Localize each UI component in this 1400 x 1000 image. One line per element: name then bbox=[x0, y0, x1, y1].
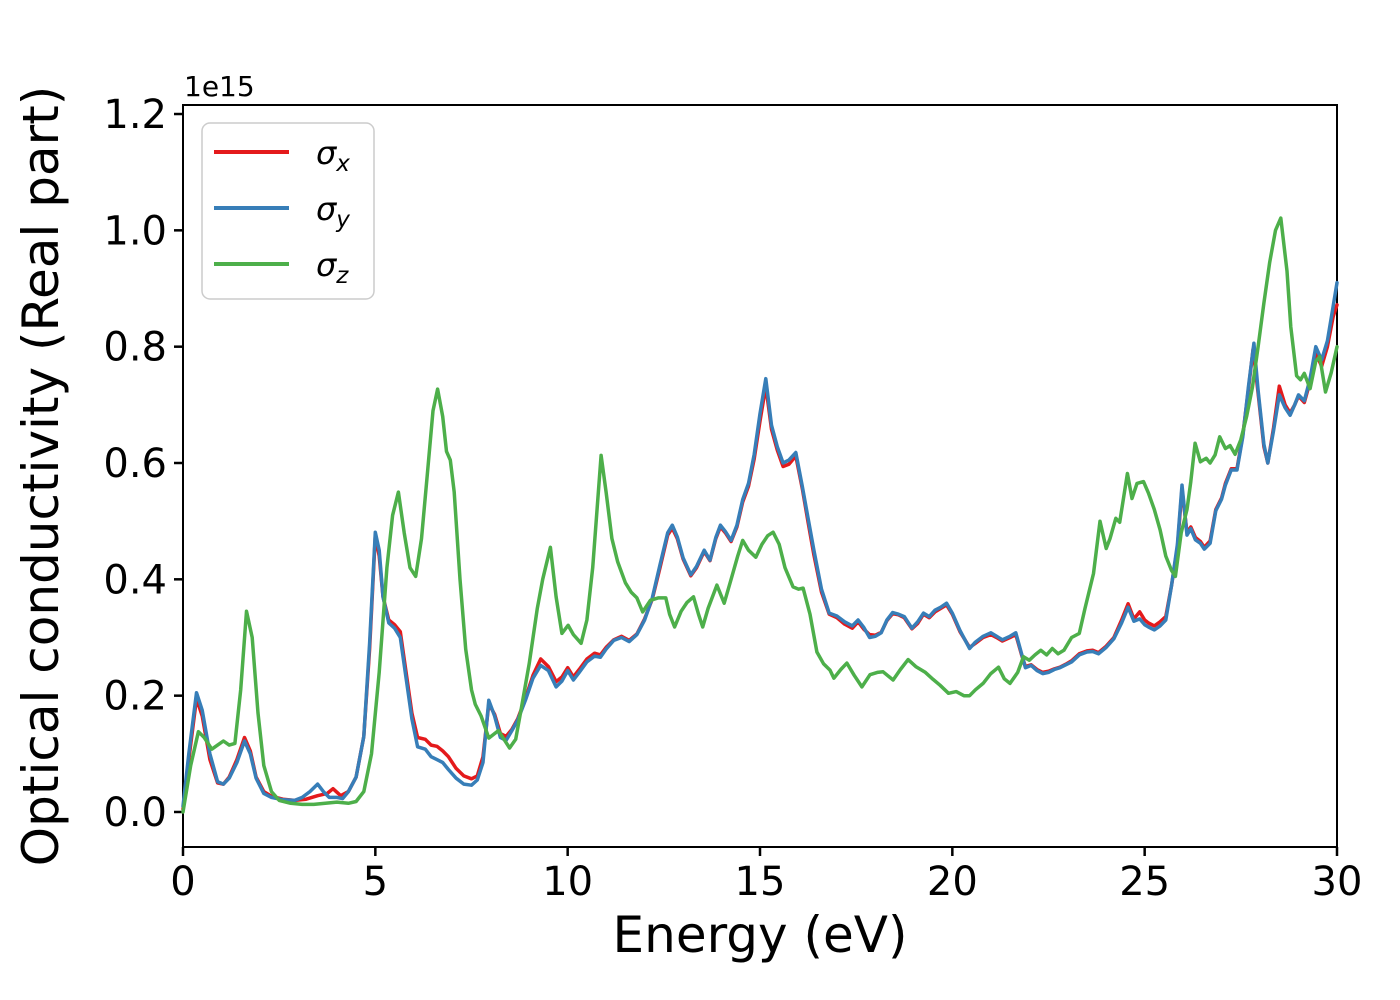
y-tick-label: 0.4 bbox=[103, 557, 167, 603]
x-tick-label: 20 bbox=[927, 859, 978, 905]
sigma_y-line bbox=[181, 280, 1339, 808]
y-tick-label: 0.8 bbox=[103, 325, 167, 371]
y-tick-label: 0.0 bbox=[103, 790, 167, 836]
legend-box bbox=[201, 122, 375, 300]
y-axis-label: Optical conductivity (Real part) bbox=[12, 86, 70, 867]
x-tick-label: 15 bbox=[735, 859, 786, 905]
sigma_x-legend-label: σx bbox=[316, 134, 350, 177]
x-tick-label: 25 bbox=[1119, 859, 1170, 905]
y-tick-label: 0.6 bbox=[103, 441, 167, 487]
y-axis-ticks: 0.0 0.2 0.4 0.6 0.8 1.0 1.2 bbox=[103, 92, 183, 836]
y-axis-offset-text: 1e15 bbox=[184, 70, 255, 103]
legend-entries: σx σy σz bbox=[214, 134, 350, 289]
sigma_y-legend-label: σy bbox=[316, 190, 350, 233]
y-tick-label: 0.2 bbox=[103, 674, 167, 720]
series-lines bbox=[181, 216, 1339, 814]
sigma_z-legend-label: σz bbox=[316, 246, 349, 289]
x-axis-ticks: 0 5 10 15 20 25 30 bbox=[170, 847, 1362, 905]
y-tick-label: 1.2 bbox=[103, 92, 167, 138]
sigma_z-line bbox=[181, 216, 1339, 814]
x-tick-label: 0 bbox=[170, 859, 195, 905]
legend: σx σy σz bbox=[201, 122, 375, 300]
sigma_x-line bbox=[181, 303, 1339, 811]
x-tick-label: 5 bbox=[363, 859, 388, 905]
y-tick-label: 1.0 bbox=[103, 208, 167, 254]
x-axis-label: Energy (eV) bbox=[613, 906, 908, 964]
x-tick-label: 10 bbox=[542, 859, 593, 905]
x-tick-label: 30 bbox=[1312, 859, 1363, 905]
